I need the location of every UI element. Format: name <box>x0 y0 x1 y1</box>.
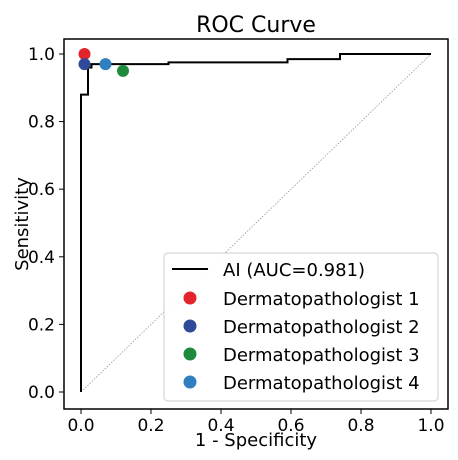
legend-swatch-dermatopathologist-2 <box>183 319 197 333</box>
x-tick-label: 0.2 <box>137 416 164 436</box>
x-tick-label: 0.4 <box>207 416 234 436</box>
y-tick-label: 0.4 <box>28 248 55 268</box>
x-tick-label: 1.0 <box>417 416 444 436</box>
x-tick-label: 0.6 <box>277 416 304 436</box>
diagonal-reference-line <box>80 53 432 393</box>
legend-swatch-dermatopathologist-3 <box>183 347 197 361</box>
legend-swatch-dermatopathologist-1 <box>183 291 197 305</box>
plot-area: 0.0 0.2 0.4 0.6 0.8 1.0 0.0 0.2 0.4 0.6 0.8 1.0 <box>28 38 449 436</box>
legend-box <box>163 252 439 402</box>
data-point-dermatopathologist-3 <box>117 64 129 77</box>
y-tick-label: 1.0 <box>28 45 55 65</box>
x-tick-label: 0.8 <box>347 416 374 436</box>
y-tick-label: 0.2 <box>28 315 55 335</box>
y-tick-label: 0.6 <box>28 180 55 200</box>
legend-swatch-dermatopathologist-4 <box>183 375 197 389</box>
legend-label-dermatopathologist-4: Dermatopathologist 4 <box>223 373 420 394</box>
y-tick-label: 0.8 <box>28 113 55 133</box>
x-axis-label: 1 - Specificity <box>195 430 318 451</box>
legend-label-dermatopathologist-1: Dermatopathologist 1 <box>223 289 420 310</box>
legend-label-dermatopathologist-2: Dermatopathologist 2 <box>223 317 420 338</box>
data-point-dermatopathologist-1 <box>78 48 91 60</box>
legend-label-ai: AI (AUC=0.981) <box>223 260 365 281</box>
roc-curve-line <box>80 53 431 392</box>
data-point-dermatopathologist-4 <box>99 58 112 71</box>
x-tick-label: 0.0 <box>67 416 94 436</box>
y-tick-label: 0.0 <box>28 383 55 403</box>
legend-label-dermatopathologist-3: Dermatopathologist 3 <box>223 345 420 366</box>
axes-frame <box>63 38 449 410</box>
y-axis-label: Sensitivity <box>12 177 33 271</box>
legend: AI (AUC=0.981) Dermatopathologist 1 Derm… <box>163 252 439 402</box>
chart-title: ROC Curve <box>196 13 316 38</box>
data-point-dermatopathologist-2 <box>78 58 91 71</box>
